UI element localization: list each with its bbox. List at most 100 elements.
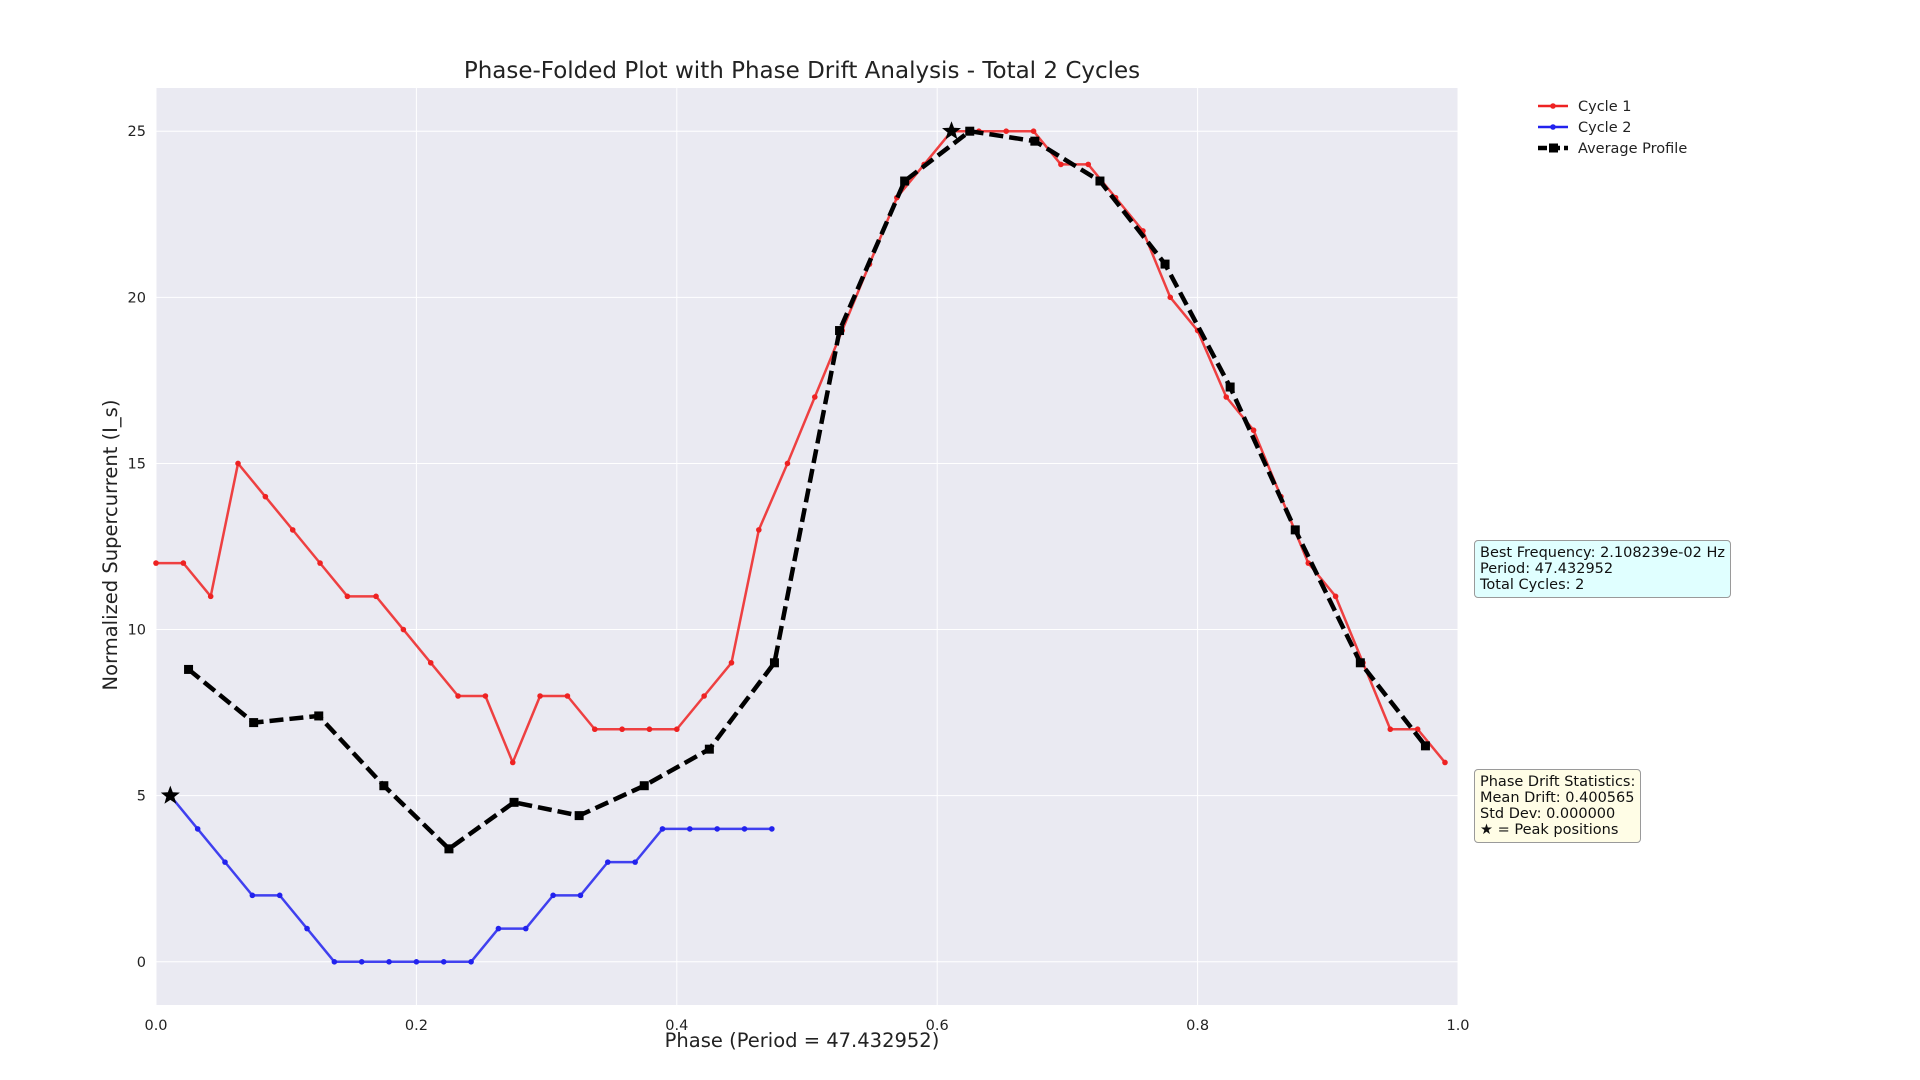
legend-marker — [1549, 143, 1558, 153]
data-point — [1387, 726, 1394, 733]
frequency-line: Best Frequency: 2.108239e-02 Hz — [1480, 545, 1725, 561]
data-point — [276, 892, 283, 899]
phase-drift-info-box: Phase Drift Statistics: Mean Drift: 0.40… — [1474, 769, 1642, 843]
data-point — [331, 959, 338, 965]
data-point — [701, 693, 707, 699]
data-point — [207, 593, 214, 600]
data-point — [304, 925, 310, 932]
data-point — [900, 176, 910, 186]
data-point — [522, 925, 529, 932]
data-point — [812, 394, 818, 400]
period-line: Period: 47.432952 — [1480, 561, 1614, 577]
y-tick-label: 10 — [128, 623, 146, 639]
data-point — [373, 593, 379, 600]
data-point — [317, 560, 323, 566]
data-point — [440, 959, 447, 965]
data-point — [1355, 658, 1365, 668]
data-point — [741, 826, 748, 832]
legend-marker — [1550, 103, 1556, 109]
data-point — [704, 744, 714, 754]
data-point — [314, 711, 324, 721]
data-point — [714, 826, 720, 832]
peak-note-line: ★ = Peak positions — [1480, 822, 1619, 838]
x-tick-label: 0.0 — [144, 1018, 167, 1034]
y-tick-label: 15 — [128, 456, 146, 472]
data-point — [1250, 427, 1257, 434]
drift-title-line: Phase Drift Statistics: — [1480, 774, 1636, 790]
data-point — [1223, 394, 1230, 400]
data-point — [1160, 259, 1170, 269]
data-point — [728, 659, 735, 666]
data-point — [386, 959, 392, 965]
data-point — [646, 726, 653, 733]
series-cycle-1 — [153, 128, 1448, 766]
data-point — [235, 460, 241, 467]
data-point — [1058, 161, 1064, 168]
series-average-profile — [184, 126, 1430, 854]
data-point — [835, 326, 845, 336]
data-point — [180, 560, 187, 566]
data-point — [574, 811, 584, 821]
total-cycles-line: Total Cycles: 2 — [1480, 577, 1585, 593]
peak-markers — [160, 121, 962, 804]
data-point — [1332, 593, 1339, 600]
data-point — [1420, 741, 1430, 751]
peak-star-marker — [942, 121, 962, 140]
legend-item-average-profile: Average Profile — [1538, 141, 1687, 157]
y-axis-label: Normalized Supercurrent (I_s) — [99, 400, 122, 691]
data-point — [222, 859, 228, 865]
std-dev-line: Std Dev: 0.000000 — [1480, 806, 1616, 822]
axis-ticks: 0.0 0.2 0.4 0.6 0.8 1.0 0 5 10 15 20 25 — [128, 124, 1470, 1034]
data-point — [444, 844, 454, 854]
y-tick-label: 25 — [128, 124, 146, 140]
average-profile-line — [187, 128, 1428, 852]
data-point — [604, 859, 611, 865]
data-point — [1225, 382, 1235, 392]
legend-item-cycle-2: Cycle 2 — [1538, 120, 1631, 136]
data-point — [550, 892, 556, 899]
data-point — [1095, 176, 1105, 186]
x-tick-label: 0.4 — [665, 1018, 688, 1034]
data-point — [1030, 136, 1040, 146]
data-point — [262, 493, 269, 500]
data-point — [564, 693, 571, 699]
legend-marker — [1550, 124, 1556, 130]
chart-title: Phase-Folded Plot with Phase Drift Analy… — [464, 58, 1140, 84]
legend-item-cycle-1: Cycle 1 — [1538, 99, 1631, 115]
data-point — [1290, 525, 1300, 535]
legend-label: Cycle 2 — [1578, 120, 1631, 136]
y-tick-label: 0 — [137, 955, 146, 971]
legend-label: Average Profile — [1578, 141, 1687, 157]
frequency-info-box: Best Frequency: 2.108239e-02 Hz Period: … — [1474, 540, 1731, 598]
data-point — [1003, 128, 1010, 134]
data-point — [674, 726, 680, 733]
data-point — [1167, 294, 1174, 301]
data-point — [455, 693, 461, 699]
data-point — [537, 693, 543, 699]
data-point — [427, 659, 434, 666]
y-tick-label: 20 — [128, 290, 146, 306]
data-point — [358, 959, 365, 965]
data-point — [769, 658, 779, 668]
data-point — [639, 781, 649, 791]
data-point — [659, 826, 666, 832]
data-point — [577, 892, 584, 899]
x-tick-label: 0.8 — [1186, 1018, 1209, 1034]
grid — [155, 88, 1459, 1005]
data-point — [1305, 560, 1312, 566]
data-point — [289, 527, 296, 533]
series-lines — [153, 126, 1448, 965]
data-point — [632, 859, 638, 865]
data-point — [468, 959, 474, 965]
data-point — [153, 560, 159, 566]
data-point — [509, 797, 519, 807]
data-point — [619, 726, 625, 733]
data-point — [965, 126, 975, 136]
data-point — [400, 626, 407, 633]
data-point — [249, 718, 259, 728]
x-tick-label: 1.0 — [1446, 1018, 1469, 1034]
mean-drift-line: Mean Drift: 0.400565 — [1480, 790, 1635, 806]
x-axis-label: Phase (Period = 47.432952) — [665, 1029, 940, 1052]
data-point — [344, 593, 351, 600]
